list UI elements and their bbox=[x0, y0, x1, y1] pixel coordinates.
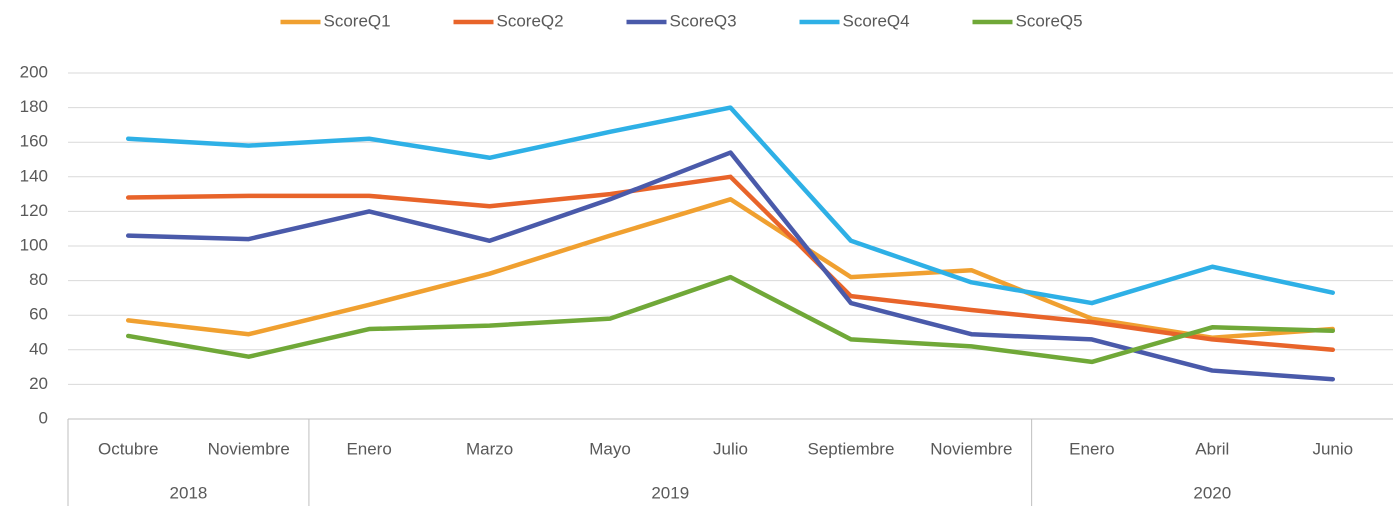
y-tick-label: 60 bbox=[29, 305, 48, 324]
y-tick-label: 180 bbox=[20, 97, 48, 116]
x-tick-label: Enero bbox=[1069, 439, 1114, 458]
legend-label: ScoreQ1 bbox=[324, 11, 391, 30]
x-tick-label: Julio bbox=[713, 439, 748, 458]
group-label: 2019 bbox=[651, 483, 689, 502]
legend-label: ScoreQ4 bbox=[843, 11, 910, 30]
series-line bbox=[125, 197, 1336, 340]
legend-label: ScoreQ3 bbox=[670, 11, 737, 30]
y-tick-label: 20 bbox=[29, 374, 48, 393]
group-label: 2020 bbox=[1193, 483, 1231, 502]
group-label: 2018 bbox=[170, 483, 208, 502]
x-tick-label: Septiembre bbox=[807, 439, 894, 458]
y-tick-label: 40 bbox=[29, 339, 48, 358]
x-tick-label: Octubre bbox=[98, 439, 158, 458]
x-tick-label: Enero bbox=[346, 439, 391, 458]
y-tick-label: 0 bbox=[39, 408, 48, 427]
series-line bbox=[125, 274, 1336, 365]
legend-label: ScoreQ5 bbox=[1016, 11, 1083, 30]
y-tick-label: 100 bbox=[20, 235, 48, 254]
x-tick-label: Mayo bbox=[589, 439, 631, 458]
x-tick-label: Marzo bbox=[466, 439, 513, 458]
legend-label: ScoreQ2 bbox=[497, 11, 564, 30]
y-tick-label: 80 bbox=[29, 270, 48, 289]
x-tick-label: Noviembre bbox=[930, 439, 1012, 458]
y-tick-label: 160 bbox=[20, 132, 48, 151]
y-tick-label: 140 bbox=[20, 166, 48, 185]
x-tick-label: Noviembre bbox=[208, 439, 290, 458]
series-line bbox=[125, 105, 1336, 306]
x-tick-label: Abril bbox=[1195, 439, 1229, 458]
y-tick-label: 200 bbox=[20, 62, 48, 81]
x-tick-label: Junio bbox=[1312, 439, 1353, 458]
y-tick-label: 120 bbox=[20, 201, 48, 220]
series-line bbox=[125, 174, 1336, 353]
